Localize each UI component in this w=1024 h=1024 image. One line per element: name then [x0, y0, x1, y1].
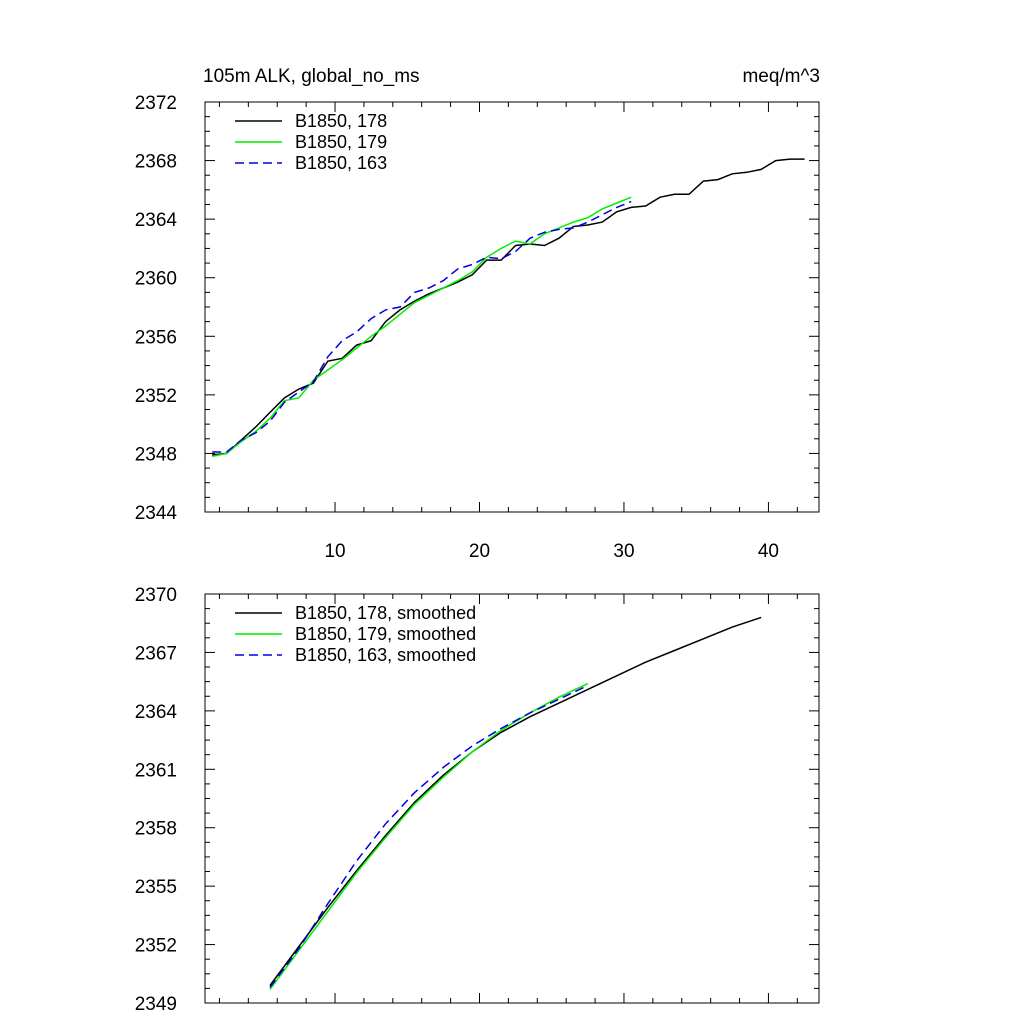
series-line-2: [269, 684, 589, 988]
y-tick-label: 2372: [135, 93, 177, 114]
series-line-0: [269, 616, 762, 986]
series-line-2: [212, 200, 632, 453]
y-tick-label: 2352: [135, 936, 177, 957]
y-tick-label: 2356: [135, 327, 177, 348]
series-line-1: [212, 196, 632, 458]
y-tick-label: 2348: [135, 444, 177, 465]
series-line-0: [212, 158, 805, 456]
chart-units: meq/m^3: [742, 66, 820, 87]
y-tick-label: 2358: [135, 819, 177, 840]
x-tick-label: 40: [758, 541, 779, 562]
x-tick-label: 20: [469, 541, 490, 562]
legend-label: B1850, 179: [295, 132, 387, 152]
legend-label: B1850, 178, smoothed: [295, 603, 476, 623]
legend-label: B1850, 163, smoothed: [295, 645, 476, 665]
y-tick-label: 2370: [135, 585, 177, 606]
x-tick-label: 10: [324, 541, 345, 562]
y-tick-label: 2349: [135, 994, 177, 1015]
y-tick-label: 2361: [135, 760, 177, 781]
y-tick-label: 2360: [135, 269, 177, 290]
legend-label: B1850, 178: [295, 111, 387, 131]
x-tick-label: 30: [613, 541, 634, 562]
legend-label: B1850, 163: [295, 153, 387, 173]
legend-label: B1850, 179, smoothed: [295, 624, 476, 644]
y-tick-label: 2344: [135, 503, 178, 524]
y-tick-label: 2355: [135, 877, 177, 898]
y-tick-label: 2364: [135, 702, 178, 723]
top-panel: 2344 2348 2352 2356 2360 2364 2368 2372 10 20 30 40…: [135, 93, 820, 562]
y-tick-label: 2364: [135, 210, 178, 231]
y-tick-label: 2368: [135, 152, 177, 173]
y-tick-label: 2367: [135, 643, 177, 664]
bottom-panel: 2349 2352 2355 2358 2361 2364 2367 2370 B1850, 1…: [135, 585, 820, 1015]
y-tick-label: 2352: [135, 386, 177, 407]
series-line-1: [269, 682, 589, 990]
chart-title: 105m ALK, global_no_ms: [203, 66, 420, 87]
